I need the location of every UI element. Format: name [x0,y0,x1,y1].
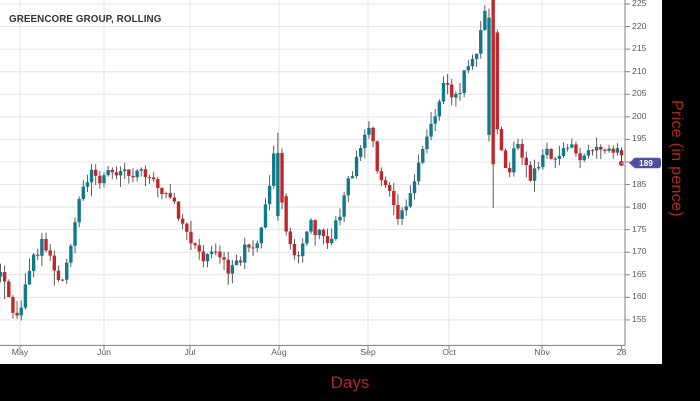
svg-text:189: 189 [639,158,653,168]
